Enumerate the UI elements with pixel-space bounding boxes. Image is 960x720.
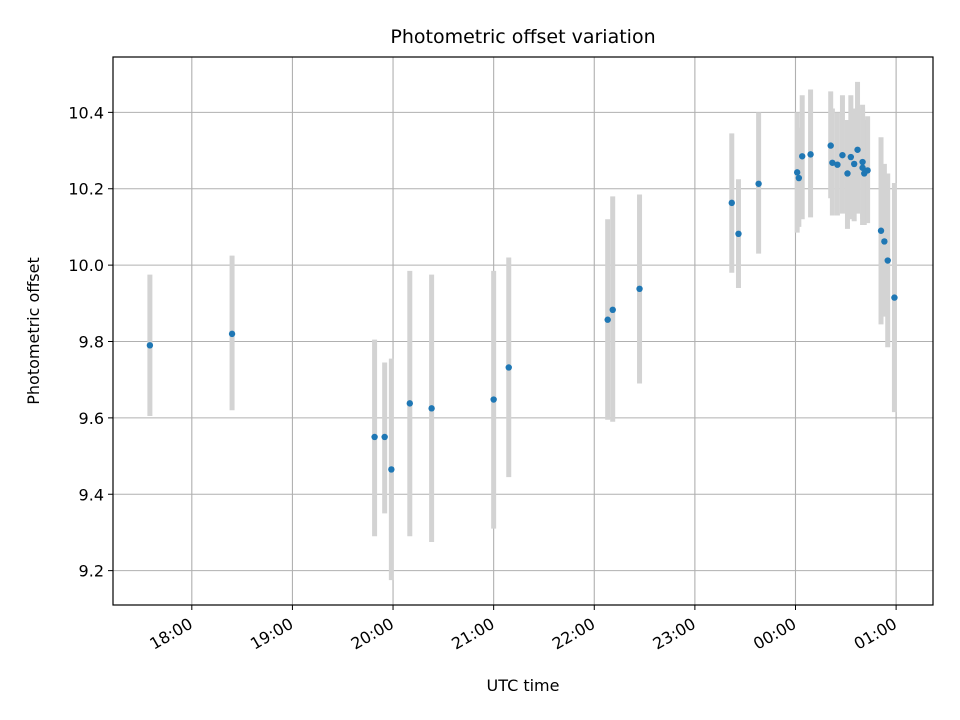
y-tick-label: 9.4	[79, 485, 104, 504]
x-tick-label: 19:00	[247, 614, 296, 654]
data-point	[807, 151, 814, 158]
data-point	[884, 257, 891, 264]
data-point	[891, 294, 898, 301]
data-point	[728, 199, 735, 207]
x-tick-label: 23:00	[649, 614, 698, 654]
data-point	[735, 230, 742, 238]
data-point	[371, 433, 378, 441]
data-point	[636, 285, 643, 293]
errorbars	[147, 81, 897, 581]
x-tick-label: 01:00	[851, 614, 900, 654]
data-points	[146, 142, 898, 473]
y-tick-label: 10.4	[68, 103, 104, 122]
data-point	[854, 146, 861, 153]
x-tick-label: 21:00	[448, 614, 497, 654]
x-tick-label: 00:00	[750, 614, 799, 654]
x-ticks: 18:00 19:00 20:00 21:00 22:00 23:00 00:00 01:00	[146, 605, 900, 654]
y-tick-label: 9.8	[79, 333, 104, 352]
data-point	[793, 169, 801, 176]
x-axis-label: UTC time	[487, 676, 560, 695]
data-point	[799, 153, 806, 160]
data-point	[381, 433, 388, 441]
data-point	[827, 142, 834, 149]
data-point	[228, 330, 236, 338]
data-point	[839, 151, 846, 159]
data-point	[844, 170, 851, 177]
data-point	[881, 238, 888, 245]
y-ticks: 9.2 9.4 9.6 9.8 10.0 10.2 10.4	[68, 103, 113, 581]
data-point	[406, 400, 414, 407]
data-point	[829, 159, 836, 166]
data-point	[428, 405, 435, 412]
data-point	[795, 174, 803, 182]
y-axis-label: Photometric offset	[24, 257, 43, 405]
data-point	[864, 167, 871, 174]
chart-title: Photometric offset variation	[390, 26, 655, 48]
data-point	[834, 161, 841, 168]
data-point	[505, 364, 512, 371]
x-tick-label: 18:00	[146, 614, 195, 654]
y-tick-label: 9.6	[79, 409, 104, 428]
data-point	[859, 158, 866, 166]
data-point	[877, 227, 885, 234]
data-point	[490, 396, 497, 403]
x-tick-label: 20:00	[348, 614, 397, 654]
data-point	[388, 466, 395, 473]
x-tick-label: 22:00	[549, 614, 598, 654]
data-point	[755, 180, 762, 187]
data-point	[609, 306, 616, 314]
data-point	[604, 316, 611, 323]
data-point	[146, 342, 154, 349]
data-point	[850, 160, 858, 168]
data-point	[847, 153, 855, 161]
y-tick-label: 10.0	[68, 256, 104, 275]
y-tick-label: 10.2	[68, 180, 104, 199]
plot-frame	[112, 56, 934, 606]
data-point	[859, 164, 866, 171]
y-tick-label: 9.2	[79, 562, 104, 581]
